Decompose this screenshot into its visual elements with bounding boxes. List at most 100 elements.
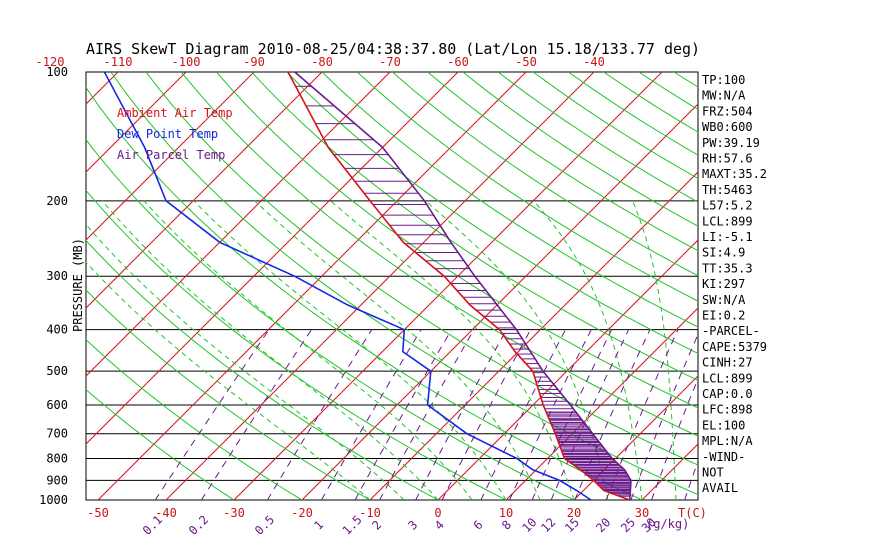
mixing-ratio-tick: 3: [405, 518, 420, 533]
top-temp-tick: -100: [172, 55, 201, 69]
mixing-ratio-line: [154, 329, 270, 500]
stat-line: CAP:0.0: [702, 387, 753, 401]
mixing-ratio-tick: 20: [593, 515, 613, 535]
stat-line: CAPE:5379: [702, 340, 767, 354]
moist-adiabat: [330, 200, 575, 500]
mixing-ratio-line: [354, 329, 452, 500]
profile-lines: [103, 72, 632, 500]
stat-line: MPL:N/A: [702, 434, 753, 448]
pressure-tick: 500: [46, 364, 68, 378]
mixing-ratio-unit: (g/kg): [646, 517, 689, 531]
stat-line: SW:N/A: [702, 293, 746, 307]
grid-lines: [86, 72, 870, 509]
moist-adiabat: [101, 200, 439, 500]
dry-adiabat: [286, 72, 698, 355]
stat-line: LFC:898: [702, 403, 753, 417]
cape-hatching: [295, 85, 631, 497]
stat-line: LI:-5.1: [702, 230, 753, 244]
chart-title: AIRS SkewT Diagram 2010-08-25/04:38:37.8…: [86, 40, 700, 58]
isotherm: [86, 72, 255, 241]
series-ambient-air-temp: [287, 72, 631, 500]
series-air-parcel-temp: [294, 72, 632, 500]
isotherm: [369, 171, 698, 500]
dry-adiabat: [427, 72, 698, 252]
isotherm: [86, 72, 391, 377]
dry-adiabat: [321, 72, 698, 328]
top-temp-tick: -90: [243, 55, 265, 69]
dry-adiabat: [86, 189, 508, 500]
stat-line: AVAIL: [702, 481, 738, 495]
mixing-ratio-line: [574, 329, 651, 500]
stat-line: TT:35.3: [702, 261, 753, 275]
isotherm: [86, 72, 323, 309]
bottom-temp-tick: -30: [223, 506, 245, 520]
top-temp-tick: -110: [104, 55, 133, 69]
bottom-temp-ticks: -50 -40 -30 -20 -10 0 10 20 30: [87, 506, 649, 520]
stat-line: MAXT:35.2: [702, 167, 767, 181]
dry-adiabat: [744, 72, 870, 509]
dry-adiabat: [251, 72, 698, 381]
isotherm: [437, 239, 698, 500]
mixing-ratio-tick: 6: [471, 518, 486, 533]
dry-adiabat: [110, 72, 698, 496]
bottom-temp-tick: -20: [291, 506, 313, 520]
stat-line: FRZ:504: [702, 104, 753, 118]
mixing-ratio-line: [441, 329, 531, 500]
pressure-tick: 700: [46, 427, 68, 441]
bottom-temp-tick: 10: [499, 506, 513, 520]
y-axis-label: PRESSURE (MB): [71, 238, 85, 332]
stat-line: EI:0.2: [702, 309, 745, 323]
pressure-tick: 900: [46, 473, 68, 487]
stat-line: LCL:899: [702, 371, 753, 385]
stat-line: -PARCEL-: [702, 324, 760, 338]
dry-adiabat: [86, 388, 235, 500]
dry-adiabat: [86, 339, 303, 500]
moist-adiabat: [254, 200, 541, 500]
dry-adiabat: [180, 72, 698, 437]
pressure-tick: 100: [46, 65, 68, 79]
isotherm: [165, 72, 595, 500]
dry-adiabat: [86, 239, 440, 500]
moist-adiabat: [143, 200, 473, 500]
mixing-ratio-tick: 0.2: [186, 513, 211, 538]
moist-adiabat: [86, 223, 405, 500]
mixing-ratio-tick: 1: [311, 518, 326, 533]
mixing-ratio-tick: 10: [519, 515, 539, 535]
stat-line: WB0:600: [702, 120, 753, 134]
legend-dewpoint: Dew Point Temp: [117, 127, 218, 141]
moist-adiabat: [86, 261, 371, 500]
top-temp-tick: -120: [36, 55, 65, 69]
isotherm: [573, 375, 698, 500]
mixing-ratio-line: [200, 329, 312, 500]
pressure-tick: 600: [46, 398, 68, 412]
dry-adiabat: [216, 72, 698, 409]
dry-adiabat: [86, 138, 576, 500]
bottom-temp-tick: -10: [359, 506, 381, 520]
stat-line: PW:39.19: [702, 136, 760, 150]
mixing-ratio-line: [321, 329, 422, 500]
stat-line: CINH:27: [702, 356, 753, 370]
stat-line: KI:297: [702, 277, 745, 291]
isotherm: [86, 72, 187, 173]
legend-ambient: Ambient Air Temp: [117, 106, 233, 120]
dry-adiabat: [86, 289, 372, 500]
x-axis-label: T(C): [678, 506, 707, 520]
bottom-temp-tick: -40: [155, 506, 177, 520]
dry-adiabat: [392, 72, 698, 277]
stat-line: L57:5.2: [702, 199, 753, 213]
mixing-ratio-tick: 12: [538, 515, 558, 535]
top-temp-tick: -60: [447, 55, 469, 69]
stat-line: SI:4.9: [702, 246, 745, 260]
mixing-ratio-line: [605, 329, 679, 500]
bottom-temp-tick: 30: [635, 506, 649, 520]
mixing-ratio-line: [379, 329, 475, 500]
stat-line: LCL:899: [702, 214, 753, 228]
mixing-ratio-tick: 0.5: [252, 513, 277, 538]
pressure-ticks: 100 200 300 400 500 600 700 800 900 1000: [39, 65, 68, 507]
stat-line: RH:57.6: [702, 152, 753, 166]
mixing-ratio-line: [480, 329, 566, 500]
stat-line: TH:5463: [702, 183, 753, 197]
legend-parcel: Air Parcel Temp: [117, 148, 225, 162]
pressure-tick: 200: [46, 194, 68, 208]
